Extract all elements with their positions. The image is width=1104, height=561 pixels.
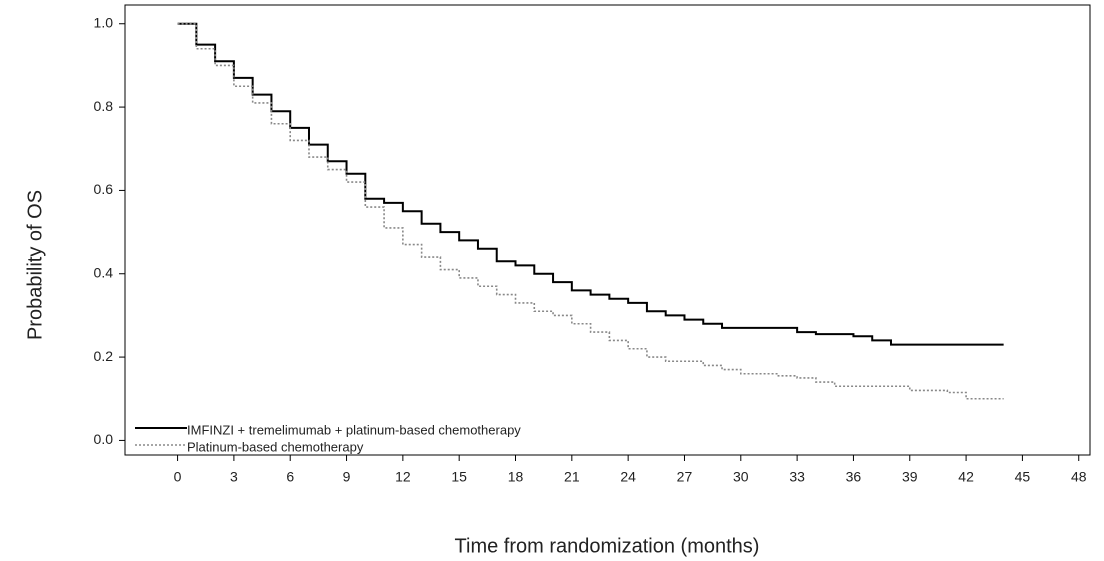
y-tick-label: 0.8 — [94, 98, 114, 114]
x-tick-label: 42 — [958, 469, 974, 485]
x-tick-label: 24 — [620, 469, 636, 485]
x-tick-label: 45 — [1015, 469, 1031, 485]
x-tick-label: 15 — [451, 469, 467, 485]
x-tick-label: 6 — [286, 469, 294, 485]
x-tick-label: 39 — [902, 469, 918, 485]
y-tick-label: 0.4 — [94, 264, 114, 280]
x-tick-label: 36 — [846, 469, 862, 485]
x-tick-label: 12 — [395, 469, 411, 485]
x-tick-label: 9 — [343, 469, 351, 485]
legend-label: Platinum-based chemotherapy — [187, 439, 364, 454]
y-tick-label: 0.6 — [94, 181, 114, 197]
x-tick-label: 21 — [564, 469, 580, 485]
y-axis-label: Probability of OS — [24, 190, 46, 340]
x-tick-label: 33 — [789, 469, 805, 485]
x-tick-label: 3 — [230, 469, 238, 485]
y-tick-label: 1.0 — [94, 14, 114, 30]
survival-line — [177, 22, 1004, 400]
plot-frame — [124, 4, 1091, 456]
x-tick-label: 0 — [174, 469, 182, 485]
x-tick-label: 27 — [677, 469, 693, 485]
y-tick-label: 0.0 — [94, 431, 114, 447]
legend-label: IMFINZI + tremelimumab + platinum-based … — [187, 422, 521, 437]
y-tick-label: 0.2 — [94, 348, 114, 364]
survival-line — [177, 22, 1004, 346]
x-tick-label: 18 — [508, 469, 524, 485]
plot-area: IMFINZI + tremelimumab + platinum-based … — [135, 22, 1004, 454]
x-axis-label: Time from randomization (months) — [455, 535, 760, 557]
x-tick-label: 48 — [1071, 469, 1087, 485]
x-tick-label: 30 — [733, 469, 749, 485]
